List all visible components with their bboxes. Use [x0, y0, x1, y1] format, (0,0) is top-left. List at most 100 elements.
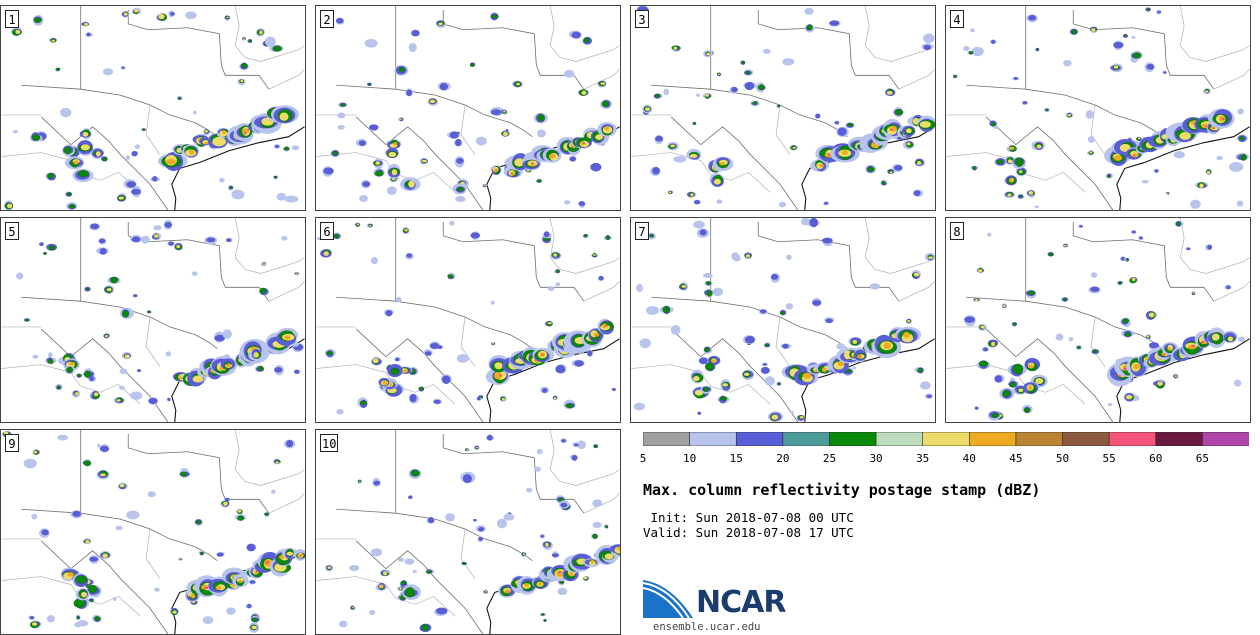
reflectivity-echo [1141, 179, 1149, 184]
reflectivity-echo [601, 100, 609, 107]
reflectivity-echo [598, 275, 604, 281]
reflectivity-echo [1157, 10, 1161, 14]
reflectivity-echo [1148, 342, 1160, 349]
reflectivity-echo [975, 298, 978, 302]
reflectivity-echo [449, 220, 455, 226]
reflectivity-echo [426, 570, 432, 574]
reflectivity-echo [590, 559, 594, 564]
boundary-line [775, 104, 791, 155]
reflectivity-echo [919, 121, 931, 128]
reflectivity-echo [16, 272, 24, 280]
colorbar-tick-label: 5 [639, 452, 647, 465]
reflectivity-echo [1239, 136, 1245, 141]
reflectivity-echo [706, 52, 711, 56]
ensemble-panel-2: 2 [315, 5, 621, 211]
boundary-line [1179, 6, 1250, 62]
reflectivity-echo [731, 86, 738, 93]
reflectivity-echo [226, 16, 229, 19]
reflectivity-echo [216, 552, 224, 557]
reflectivity-echo [484, 590, 487, 593]
reflectivity-echo [592, 499, 603, 507]
reflectivity-echo [541, 354, 545, 356]
reflectivity-echo [456, 354, 469, 363]
reflectivity-echo [496, 518, 508, 529]
reflectivity-echo [802, 372, 812, 379]
reflectivity-echo [327, 566, 332, 570]
reflectivity-echo [126, 181, 137, 188]
reflectivity-echo [125, 155, 131, 160]
reflectivity-echo [923, 44, 931, 51]
reflectivity-echo [595, 134, 603, 140]
reflectivity-echo [759, 309, 767, 314]
reflectivity-echo [790, 411, 794, 414]
state-border [1165, 277, 1215, 302]
reflectivity-echo [461, 561, 466, 565]
reflectivity-echo [764, 343, 770, 347]
ensemble-panel-6: 6 [315, 217, 621, 423]
reflectivity-echo [662, 306, 670, 314]
reflectivity-echo [663, 88, 670, 96]
reflectivity-echo [455, 138, 462, 147]
reflectivity-echo [543, 231, 550, 238]
reflectivity-echo [271, 489, 276, 494]
reflectivity-echo [400, 580, 407, 586]
colorbar-swatch [1015, 432, 1064, 446]
boundary-line [549, 218, 620, 274]
reflectivity-echo [272, 45, 282, 52]
reflectivity-echo [711, 359, 716, 363]
reflectivity-echo [923, 33, 935, 44]
reflectivity-echo [841, 150, 848, 156]
reflectivity-echo [424, 351, 432, 356]
state-border [40, 328, 169, 422]
reflectivity-echo [411, 469, 420, 477]
reflectivity-echo [782, 343, 789, 349]
reflectivity-echo [593, 444, 598, 448]
reflectivity-echo [555, 365, 566, 374]
reflectivity-echo [741, 60, 745, 65]
boundary-line [1213, 281, 1250, 302]
reflectivity-echo [368, 82, 371, 86]
reflectivity-echo [456, 158, 464, 164]
reflectivity-echo [473, 518, 477, 522]
reflectivity-echo [569, 156, 576, 162]
reflectivity-echo [560, 502, 568, 508]
reflectivity-echo [1063, 244, 1067, 247]
reflectivity-echo [633, 402, 646, 411]
boundary-line [898, 69, 935, 90]
reflectivity-echo [29, 616, 35, 620]
reflectivity-echo [326, 351, 334, 355]
colorbar-tick-label: 40 [962, 452, 976, 465]
reflectivity-echo [890, 128, 894, 131]
reflectivity-echo [1022, 101, 1028, 105]
reflectivity-echo [537, 582, 543, 586]
reflectivity-echo [141, 128, 146, 131]
reflectivity-echo [1068, 336, 1074, 342]
reflectivity-echo [56, 385, 61, 389]
reflectivity-echo [503, 513, 515, 521]
reflectivity-echo [1206, 170, 1211, 174]
reflectivity-echo [792, 146, 796, 149]
reflectivity-echo [223, 501, 228, 506]
reflectivity-echo [1148, 312, 1155, 318]
reflectivity-echo [222, 329, 232, 339]
reflectivity-echo [1199, 183, 1204, 189]
reflectivity-echo [387, 186, 397, 195]
reflectivity-echo [7, 203, 13, 209]
reflectivity-echo [294, 369, 300, 374]
reflectivity-echo [12, 129, 19, 134]
reflectivity-echo [470, 63, 475, 67]
reflectivity-echo [505, 591, 509, 593]
reflectivity-echo [246, 543, 256, 552]
reflectivity-echo [525, 487, 533, 493]
reflectivity-echo [1234, 379, 1242, 387]
reflectivity-echo [191, 271, 198, 276]
reflectivity-echo [702, 273, 713, 279]
reflectivity-echo [605, 525, 609, 529]
reflectivity-echo [429, 99, 436, 104]
reflectivity-echo [744, 335, 755, 344]
reflectivity-echo [456, 186, 464, 192]
reflectivity-echo [437, 345, 443, 350]
reflectivity-echo [578, 201, 586, 207]
reflectivity-echo [206, 237, 216, 243]
reflectivity-echo [670, 144, 676, 148]
